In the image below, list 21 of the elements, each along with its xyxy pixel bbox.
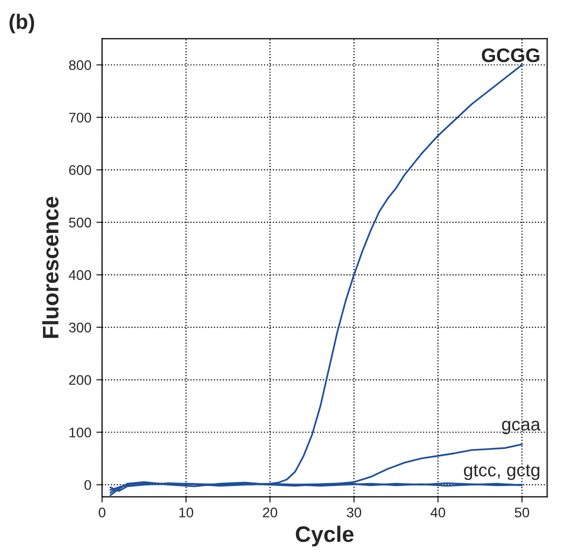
x-tick-label: 40: [430, 508, 446, 518]
y-tick-label: 400: [68, 270, 92, 280]
annotation: gcaa: [502, 420, 540, 434]
y-tick-label: 300: [69, 322, 92, 332]
text: (b): [10, 14, 34, 34]
y-tick-label: 600: [69, 165, 92, 176]
x-tick-label: 0: [98, 508, 106, 518]
y-tick-label: 800: [69, 60, 92, 70]
x-tick-label: 20: [262, 508, 278, 518]
x-tick-label: 50: [514, 508, 530, 518]
x-tick-label: 10: [179, 508, 194, 518]
y-tick-label: 0: [84, 480, 92, 490]
y-tick-label: 700: [69, 112, 92, 123]
x-axis-title: Cycle: [296, 526, 354, 546]
annotation: gtcc, gctg: [464, 464, 540, 480]
annotation: GCGG: [482, 48, 540, 62]
y-tick-label: 200: [69, 375, 92, 385]
x-tick-label: 30: [346, 508, 362, 518]
y-tick-label: 100: [70, 428, 92, 438]
y-axis-title: Fluorescence: [42, 196, 59, 338]
y-tick-label: 500: [69, 218, 92, 228]
